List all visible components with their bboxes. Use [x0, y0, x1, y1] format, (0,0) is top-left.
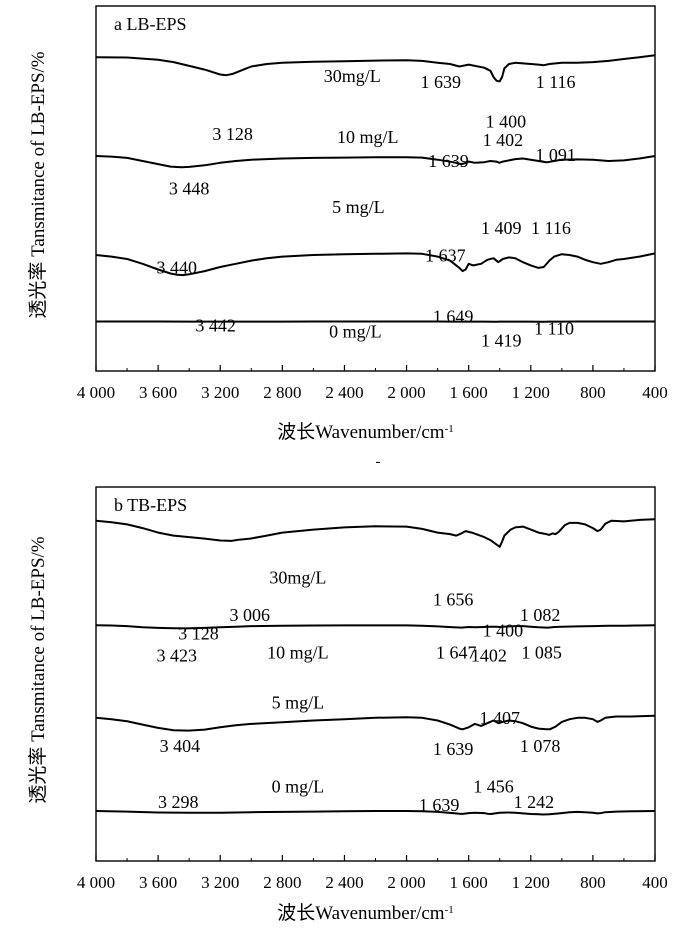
annotation-label: 3 006: [229, 605, 270, 625]
series-line-30mg-l: [95, 518, 656, 548]
x-tick-label: 2 800: [263, 873, 301, 892]
annotation-label: 1 402: [483, 130, 524, 150]
x-tick-label: 800: [580, 383, 606, 402]
annotation-label: 1 116: [531, 218, 571, 238]
x-tick-label: 2 400: [325, 383, 363, 402]
annotation-label: 3 298: [158, 792, 199, 812]
annotation-label: 30mg/L: [269, 568, 326, 588]
annotation-label: 1 110: [534, 319, 574, 339]
annotation-label: 1 637: [425, 246, 466, 266]
chart-panel-a: 4 000 3 600 3 200 2 800 2 400 2 000 1 600 1 200…: [27, 5, 668, 443]
annotation-label: 1 647: [436, 642, 477, 662]
annotation-label: 3 440: [156, 258, 197, 278]
x-axis-label: 波长Wavenumber/cm-1: [277, 421, 453, 443]
annotation-label: 1 400: [483, 621, 524, 641]
annotation-label: 1 407: [479, 708, 520, 728]
annotation-label: 5 mg/L: [332, 197, 385, 217]
annotation-label: 1 082: [520, 605, 561, 625]
annotation-label: 3 442: [195, 315, 236, 335]
annotation-label: 0 mg/L: [329, 322, 382, 342]
annotation-label: 1 656: [433, 589, 474, 609]
series-line-30mg-l: [95, 54, 656, 83]
annotation-label: 1 639: [420, 72, 461, 92]
annotation-label: 1 419: [481, 331, 522, 351]
annotation-label: 10 mg/L: [337, 127, 399, 147]
annotation-label: 10 mg/L: [267, 642, 329, 662]
annotation-label: 3 423: [156, 646, 197, 666]
panel-label: a LB-EPS: [114, 14, 187, 34]
annotation-label: 3 404: [160, 736, 201, 756]
series-line-10mg-l: [95, 155, 656, 169]
annotation-label: 1 639: [433, 739, 474, 759]
y-axis-label: 透光率 Tansmitance of LB-EPS/%: [27, 536, 49, 803]
annotation-label: 3 128: [178, 624, 219, 644]
x-tick-label: 4 000: [77, 383, 115, 402]
annotation-label: 1 085: [521, 642, 562, 662]
x-tick-label: 1 200: [512, 873, 550, 892]
annotation-label: 0 mg/L: [272, 776, 325, 796]
chart-panel-b: 4 000 3 600 3 200 2 800 2 400 2 000 1 600 1 200…: [27, 486, 668, 924]
annotation-label: 3 448: [169, 179, 210, 199]
x-tick-label: 1 600: [450, 873, 488, 892]
annotation-label: 1 078: [520, 736, 561, 756]
annotation-label: 3 128: [212, 124, 253, 144]
series-line-10mg-l: [95, 624, 656, 630]
panel-separator: -: [376, 454, 381, 470]
x-tick-label: 3 200: [201, 873, 239, 892]
x-axis-label: 波长Wavenumber/cm-1: [277, 902, 453, 924]
annotation-label: 1 456: [473, 776, 514, 796]
x-tick-label: 1 600: [450, 383, 488, 402]
annotation-label: 1 091: [535, 145, 576, 165]
annotation-label: 5 mg/L: [272, 692, 325, 712]
x-tick-label: 2 800: [263, 383, 301, 402]
series-line-0mg-l: [95, 810, 656, 816]
y-axis-label: 透光率 Tansmitance of LB-EPS/%: [27, 51, 49, 318]
series-line-5mg-l: [95, 252, 656, 277]
x-tick-label: 800: [580, 873, 606, 892]
x-tick-label: 1 200: [512, 383, 550, 402]
x-tick-label: 3 600: [139, 383, 177, 402]
x-tick-label: 400: [642, 383, 668, 402]
annotation-label: 1 400: [486, 112, 527, 132]
annotation-label: 1 649: [433, 306, 474, 326]
annotation-label: 1402: [471, 646, 507, 666]
panel-label: b TB-EPS: [114, 495, 187, 515]
annotation-label: 1 242: [514, 792, 555, 812]
x-tick-label: 4 000: [77, 873, 115, 892]
series-line-5mg-l: [95, 714, 656, 732]
x-tick-label: 400: [642, 873, 668, 892]
annotation-label: 1 639: [419, 795, 460, 815]
annotation-label: 30mg/L: [324, 66, 381, 86]
x-tick-label: 2 000: [387, 873, 425, 892]
annotation-label: 1 116: [536, 72, 576, 92]
x-tick-label: 3 600: [139, 873, 177, 892]
annotation-label: 1 639: [428, 151, 469, 171]
x-tick-label: 2 400: [325, 873, 363, 892]
annotation-label: 1 409: [481, 218, 522, 238]
x-tick-label: 3 200: [201, 383, 239, 402]
x-tick-label: 2 000: [387, 383, 425, 402]
